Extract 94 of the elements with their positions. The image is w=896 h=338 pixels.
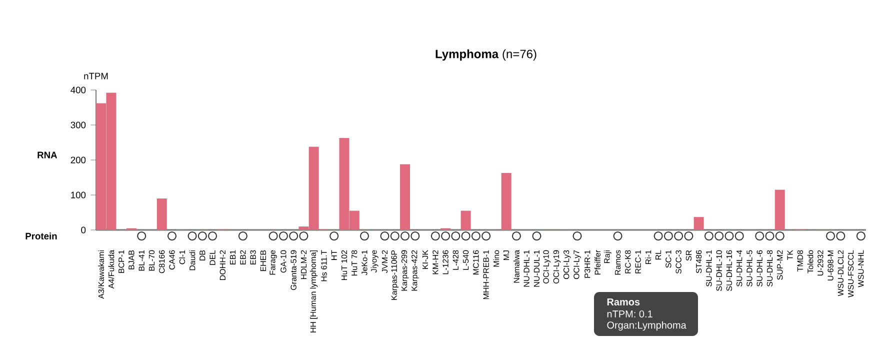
x-tick-label: L-540 — [462, 250, 469, 270]
x-tick-label: SU-DHL-16 — [726, 250, 732, 291]
x-tick-label: SU-DHL-1 — [706, 250, 712, 286]
text: RNA — [38, 152, 58, 158]
x-tick-label: NU-DUL-1 — [534, 250, 540, 287]
bar — [156, 198, 167, 230]
x-tick-label: Ri-1 — [645, 250, 652, 264]
y-tick-label: 100 — [71, 192, 86, 198]
x-tick-label: SU-DHL-8 — [766, 250, 773, 286]
bar — [460, 210, 471, 230]
x-tick-label: WSU-NHL — [858, 250, 864, 288]
x-tick-label: SU-DHL-5 — [746, 250, 752, 286]
y-tick-label: 200 — [70, 156, 86, 164]
x-tick-label: CA46 — [169, 250, 175, 270]
x-tick-label: KM-H2 — [432, 250, 438, 274]
x-tick-label: BJAB — [128, 250, 134, 270]
x-tick-label: RC-K8 — [625, 250, 631, 274]
x-tick-label: A3/Kawakami — [98, 250, 104, 299]
x-tick-label: BL-41 — [138, 250, 144, 271]
x-tick-label: NU-DHL-1 — [524, 250, 530, 287]
x-tick-label: U-2932 — [818, 250, 824, 276]
x-tick-label: HuT 78 — [352, 250, 358, 276]
bar — [774, 190, 785, 230]
x-tick-label: OCI-Ly3 — [563, 250, 571, 280]
x-tick-label: OCI-Ly7 — [574, 250, 581, 280]
x-tick-label: C8166 — [159, 250, 165, 274]
x-tick-label: SR — [686, 250, 692, 261]
x-tick-label: DOHH-2 — [220, 250, 226, 280]
x-tick-label: ST486 — [696, 250, 702, 274]
x-tick-label: Cl-1 — [179, 250, 186, 264]
y-tick-label: 300 — [70, 122, 86, 128]
bar — [694, 217, 704, 230]
x-tick-label: SC-1 — [666, 250, 672, 268]
x-tick-label: OCI-Ly10 — [543, 250, 550, 284]
x-tick-label: Karpas-1106P — [391, 250, 398, 300]
chart-title: Lymphoma (n=76) — [436, 49, 536, 61]
x-tick-label: Granta-519 — [290, 250, 296, 290]
x-tick-label: DEL — [210, 250, 216, 265]
x-tick-label: GA-10 — [280, 250, 286, 273]
y-axis-title: nTPM — [84, 72, 108, 80]
x-tick-label: WSU-DLCL2 — [838, 250, 844, 296]
x-tick-label: Farage — [270, 250, 277, 275]
x-tick-label: A4/Fukuda — [108, 250, 114, 289]
x-tick-label: Jiyoye — [370, 250, 378, 272]
text: Ramos — [607, 298, 640, 306]
x-tick-label: JVM-2 — [382, 250, 388, 273]
x-tick-label: REC-1 — [635, 250, 641, 274]
x-tick-label: SU-DHL-10 — [716, 250, 722, 291]
bar — [400, 164, 410, 230]
x-tick-label: WSU-FSCCL — [848, 250, 854, 298]
x-tick-label: MJ — [504, 250, 510, 260]
x-tick-label: L-1236 — [442, 250, 448, 274]
x-tick-label: BCP-1 — [118, 250, 124, 273]
x-tick-label: BL-70 — [148, 250, 155, 271]
bar — [501, 172, 512, 230]
x-tick-label: MHH-PREB-1 — [483, 250, 489, 300]
text: nTPM: 0.1 — [607, 310, 652, 318]
x-tick-label: SU-DHL-6 — [756, 250, 762, 286]
x-tick-label: Namalwa — [514, 250, 520, 283]
x-tick-label: MC116 — [473, 250, 479, 274]
x-tick-label: EB3 — [250, 250, 256, 264]
x-tick-label: Raji — [604, 250, 612, 264]
x-tick-label: HH [Human lymphoma] — [310, 250, 318, 332]
x-tick-label: EB2 — [240, 250, 246, 264]
x-tick-label: Daudi — [189, 250, 196, 270]
y-tick-label: 0 — [81, 226, 86, 234]
x-tick-label: JeKo-1 — [362, 250, 368, 276]
x-tick-label: Hs 611.T — [321, 250, 327, 282]
x-tick-label: P3HR-1 — [584, 250, 590, 278]
text: Organ:Lymphoma — [607, 321, 686, 331]
x-tick-label: Karpas-299 — [401, 250, 409, 291]
x-tick-label: SU-DHL-4 — [736, 250, 742, 286]
x-tick-label: U-698-M — [828, 250, 834, 280]
x-tick-label: DB — [200, 250, 206, 260]
x-tick-label: Toledo — [807, 250, 814, 274]
x-tick-label: HuT 102 — [341, 250, 348, 280]
text: Protein — [26, 232, 57, 240]
x-tick-label: TK — [787, 250, 793, 260]
x-tick-label: TMD8 — [797, 250, 803, 272]
x-tick-label: EB1 — [230, 250, 236, 264]
x-tick-label: L-428 — [452, 250, 459, 270]
x-tick-label: Ramos — [614, 250, 621, 275]
x-tick-label: Karpas-422 — [412, 250, 419, 291]
x-tick-label: SUP-M2 — [777, 250, 783, 280]
x-tick-label: RL — [656, 250, 662, 260]
x-tick-label: Mino — [493, 250, 500, 267]
x-tick-label: OCI-Ly19 — [553, 250, 561, 284]
x-tick-label: EHEB — [260, 250, 266, 272]
x-tick-label: KI-JK — [422, 250, 428, 269]
y-tick-label: 400 — [70, 86, 86, 94]
x-tick-label: Pfeiffer — [594, 250, 600, 274]
x-tick-label: HDLM-2 — [300, 250, 306, 280]
x-tick-label: HT — [331, 250, 337, 260]
x-tick-label: SCC-3 — [676, 250, 682, 274]
